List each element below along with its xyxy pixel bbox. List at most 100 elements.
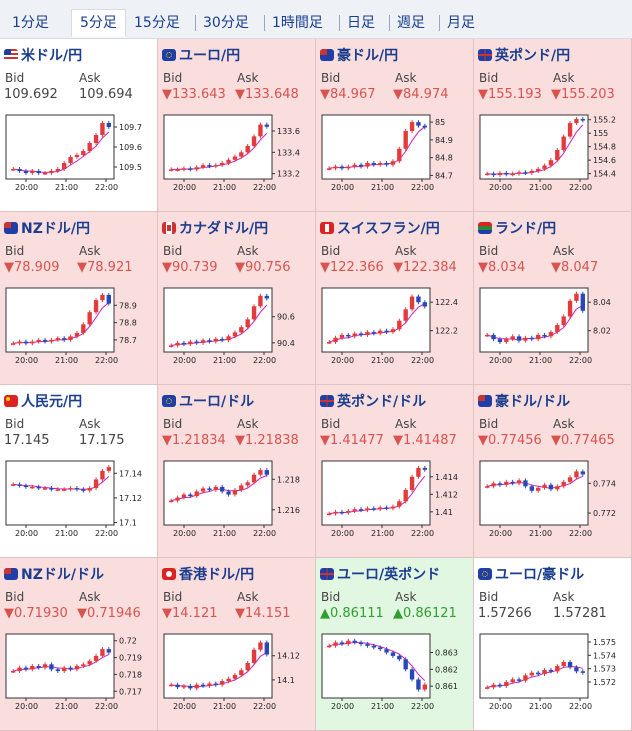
mini-price-chart[interactable]: 17.14 17.12 17.1 20:00 21:00 22:00 xyxy=(5,459,151,537)
pair-title-link[interactable]: ユーロ/豪ドル xyxy=(478,564,584,583)
tab-6[interactable]: 週足 xyxy=(397,15,425,31)
pair-panel[interactable]: 豪ドル/ドル Bid Ask ▼0.77456 ▼0.77465 0.774 0.772 20… xyxy=(474,385,632,558)
candle xyxy=(81,324,86,333)
ask-price: ▲0.86121 xyxy=(393,606,457,621)
mini-price-chart[interactable]: 155.2 155 154.8 154.6 154.4 20:00 21:00 22:00 xyxy=(479,113,625,191)
pair-panel[interactable]: 英ポンド/円 Bid Ask ▼155.193 ▼155.203 155.2 155 154.… xyxy=(474,39,632,212)
candle xyxy=(245,482,250,486)
plot-area xyxy=(479,287,589,353)
mini-price-chart[interactable]: 14.12 14.1 20:00 21:00 22:00 xyxy=(163,632,309,710)
mini-price-chart[interactable]: 1.218 1.216 20:00 21:00 22:00 xyxy=(163,459,309,537)
pair-panel[interactable]: 香港ドル/円 Bid Ask ▼14.121 ▼14.151 14.12 14.1 20:00… xyxy=(158,558,316,731)
pair-panel[interactable]: ランド/円 Bid Ask ▼8.034 ▼8.047 8.04 8.02 20:00 21:0… xyxy=(474,212,632,385)
x-tick-label: 22:00 xyxy=(569,702,592,710)
tab-2[interactable]: 15分足 xyxy=(134,15,180,31)
candle xyxy=(378,507,383,510)
plot-area xyxy=(321,633,431,699)
x-tick-label: 20:00 xyxy=(489,183,512,191)
pair-title-link[interactable]: 英ポンド/ドル xyxy=(320,391,426,410)
candle xyxy=(358,509,364,511)
tab-7[interactable]: 月足 xyxy=(447,15,475,31)
tab-1[interactable]: 5分足 xyxy=(71,9,126,37)
candle xyxy=(516,480,522,484)
candle xyxy=(213,165,218,167)
mini-price-chart[interactable]: 0.863 0.862 0.861 20:00 21:00 22:00 xyxy=(321,632,467,710)
candle xyxy=(220,338,225,341)
candle xyxy=(403,131,408,149)
pair-title-link[interactable]: スイスフラン/円 xyxy=(320,218,440,237)
mini-price-chart[interactable]: 0.774 0.772 20:00 21:00 22:00 xyxy=(479,459,625,537)
pair-panel[interactable]: ユーロ/英ポンド Bid Ask ▲0.86111 ▲0.86121 0.863 0.862… xyxy=(316,558,474,731)
pair-title-link[interactable]: NZドル/円 xyxy=(4,218,90,237)
candle xyxy=(264,295,269,299)
mini-price-chart[interactable]: 1.414 1.412 1.41 20:00 21:00 22:00 xyxy=(321,459,467,537)
pair-panel[interactable]: NZドル/ドル Bid Ask ▼0.71930 ▼0.71946 0.72 0.719 0.… xyxy=(0,558,158,731)
candle xyxy=(555,666,560,672)
candle xyxy=(239,152,244,157)
mini-price-chart[interactable]: 1.575 1.574 1.573 1.572 20:00 21:00 22:00 xyxy=(479,632,625,710)
pair-title-link[interactable]: ユーロ/ドル xyxy=(162,391,255,410)
candle xyxy=(523,172,528,174)
tab-0[interactable]: 1分足 xyxy=(12,15,49,31)
candle xyxy=(529,337,534,340)
y-tick-label: 1.412 xyxy=(435,490,458,499)
pair-title-link[interactable]: ユーロ/英ポンド xyxy=(320,564,440,583)
x-tick-label: 21:00 xyxy=(371,183,394,191)
pair-panel[interactable]: 人民元/円 Bid Ask 17.145 17.175 17.14 17.12 17.1 20:… xyxy=(0,385,158,558)
pair-title-link[interactable]: 英ポンド/円 xyxy=(478,45,570,64)
candle xyxy=(561,662,566,666)
mini-price-chart[interactable]: 122.4 122.2 20:00 21:00 22:00 xyxy=(321,286,467,364)
candle xyxy=(200,684,206,687)
timeframe-tab-bar: 1分足 5分足 15分足 30分足 1時間足 日足 週足 月足 xyxy=(0,0,632,39)
pair-panel[interactable]: 豪ドル/円 Bid Ask ▼84.967 ▼84.974 85 84.9 84.8 84.7 2… xyxy=(316,39,474,212)
candle xyxy=(62,667,67,672)
candle xyxy=(397,320,402,330)
pair-panel[interactable]: ユーロ/円 Bid Ask ▼133.643 ▼133.648 133.6 133.4 133… xyxy=(158,39,316,212)
tab-5[interactable]: 日足 xyxy=(347,15,375,31)
pair-title-link[interactable]: カナダドル/円 xyxy=(162,218,268,237)
pair-title-link[interactable]: 豪ドル/ドル xyxy=(478,391,570,410)
mini-price-chart[interactable]: 90.6 90.4 20:00 21:00 22:00 xyxy=(163,286,309,364)
pair-title-link[interactable]: NZドル/ドル xyxy=(4,564,104,583)
mini-price-chart[interactable]: 78.9 78.8 78.7 20:00 21:00 22:00 xyxy=(5,286,151,364)
pair-title-link[interactable]: 人民元/円 xyxy=(4,391,82,410)
candle xyxy=(409,476,415,490)
bid-price: 17.145 xyxy=(4,433,50,448)
pair-panel[interactable]: NZドル/円 Bid Ask ▼78.909 ▼78.921 78.9 78.8 78.7 20… xyxy=(0,212,158,385)
candle xyxy=(258,642,263,650)
tab-4[interactable]: 1時間足 xyxy=(272,15,323,31)
candle xyxy=(11,671,16,673)
mini-price-chart[interactable]: 109.7 109.6 109.5 20:00 21:00 22:00 xyxy=(5,113,151,191)
pair-name: ユーロ/ドル xyxy=(179,394,255,410)
pair-name: 豪ドル/円 xyxy=(337,48,399,64)
candle xyxy=(68,157,73,163)
pair-panel[interactable]: 米ドル/円 Bid Ask 109.692 109.694 109.7 109.6 109.5… xyxy=(0,39,158,212)
pair-title-link[interactable]: 米ドル/円 xyxy=(4,45,83,64)
tab-3[interactable]: 30分足 xyxy=(203,15,249,31)
pair-title-link[interactable]: 豪ドル/円 xyxy=(320,45,399,64)
pair-panel[interactable]: 英ポンド/ドル Bid Ask ▼1.41477 ▼1.41487 1.414 1.412 1… xyxy=(316,385,474,558)
pair-panel[interactable]: カナダドル/円 Bid Ask ▼90.739 ▼90.756 90.6 90.4 20:00… xyxy=(158,212,316,385)
candle xyxy=(371,332,376,334)
mini-price-chart[interactable]: 0.72 0.719 0.718 0.717 20:00 21:00 22:00 xyxy=(5,632,151,710)
candle xyxy=(529,486,534,491)
candle xyxy=(516,679,522,681)
bid-price: ▼0.71930 xyxy=(4,606,68,621)
candle xyxy=(339,334,345,338)
pair-panel[interactable]: ユーロ/豪ドル Bid Ask 1.57266 1.57281 1.575 1.574 1.5… xyxy=(474,558,632,731)
candle xyxy=(548,484,554,490)
pair-title-link[interactable]: ユーロ/円 xyxy=(162,45,240,64)
pair-title-link[interactable]: ランド/円 xyxy=(478,218,556,237)
mini-price-chart[interactable]: 133.6 133.4 133.2 20:00 21:00 22:00 xyxy=(163,113,309,191)
pair-panel[interactable]: スイスフラン/円 Bid Ask ▼122.366 ▼122.384 122.4 122.2… xyxy=(316,212,474,385)
candle xyxy=(516,336,522,341)
pair-panel[interactable]: ユーロ/ドル Bid Ask ▼1.21834 ▼1.21838 1.218 1.216 20… xyxy=(158,385,316,558)
candle xyxy=(485,334,490,337)
pair-name: 米ドル/円 xyxy=(21,48,83,64)
candle xyxy=(333,166,338,169)
mini-price-chart[interactable]: 85 84.9 84.8 84.7 20:00 21:00 22:00 xyxy=(321,113,467,191)
pair-title-link[interactable]: 香港ドル/円 xyxy=(162,564,254,583)
mini-price-chart[interactable]: 8.04 8.02 20:00 21:00 22:00 xyxy=(479,286,625,364)
candle xyxy=(346,640,351,645)
x-tick-label: 21:00 xyxy=(213,529,236,537)
